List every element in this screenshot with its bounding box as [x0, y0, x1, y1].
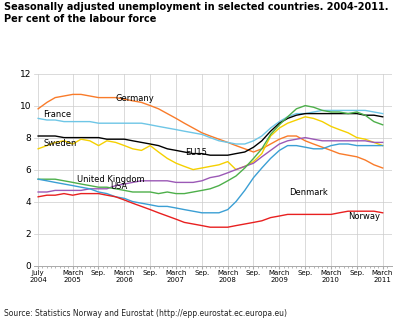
Text: Seasonally adjusted unemployment in selected countries. 2004-2011.: Seasonally adjusted unemployment in sele…: [4, 2, 388, 12]
Text: France: France: [43, 110, 72, 119]
Text: Sweden: Sweden: [43, 139, 77, 148]
Text: USA: USA: [110, 182, 128, 191]
Text: Norway: Norway: [348, 212, 380, 221]
Text: United Kingdom: United Kingdom: [77, 175, 144, 184]
Text: Per cent of the labour force: Per cent of the labour force: [4, 14, 156, 24]
Text: Germany: Germany: [116, 94, 154, 103]
Text: Source: Statistics Norway and Eurostat (http://epp.eurostat.ec.europa.eu): Source: Statistics Norway and Eurostat (…: [4, 309, 287, 318]
Text: Denmark: Denmark: [289, 188, 328, 197]
Text: EU15: EU15: [185, 148, 207, 157]
